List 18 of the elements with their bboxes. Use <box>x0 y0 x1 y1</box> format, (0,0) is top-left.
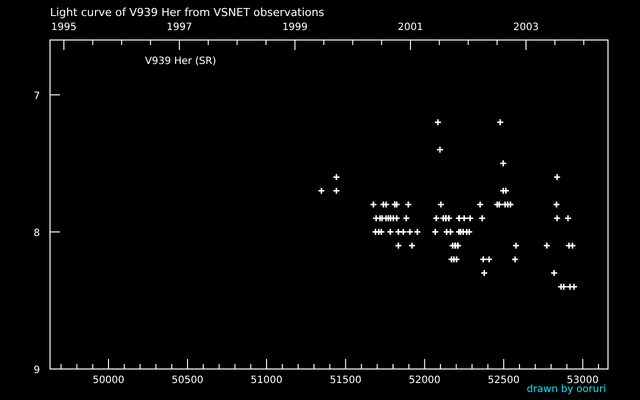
annotation: V939 Her (SR) <box>145 56 216 67</box>
x-tick-label: 52500 <box>488 375 520 386</box>
text: drawn by ooruri <box>526 384 606 395</box>
x2-tick-label: 1999 <box>282 22 308 33</box>
y-tick-label: 9 <box>34 365 40 376</box>
y-tick-label: 8 <box>34 228 40 239</box>
x-tick-label: 52000 <box>408 375 441 386</box>
x-tick-label: 50000 <box>92 375 124 386</box>
x-tick-label: 50500 <box>172 375 204 386</box>
chart-title: Light curve of V939 Her from VSNET observations <box>50 6 324 19</box>
x-tick-label: 53000 <box>566 375 599 386</box>
x2-tick-label: 2003 <box>513 22 539 33</box>
x-tick-label: 51000 <box>250 375 282 386</box>
x-tick-label: 51500 <box>330 375 362 386</box>
y-tick-label: 7 <box>34 90 40 102</box>
x2-tick-label: 1997 <box>166 22 192 33</box>
x2-tick-label: 1995 <box>51 22 77 33</box>
x2-tick-label: 2001 <box>398 22 424 33</box>
